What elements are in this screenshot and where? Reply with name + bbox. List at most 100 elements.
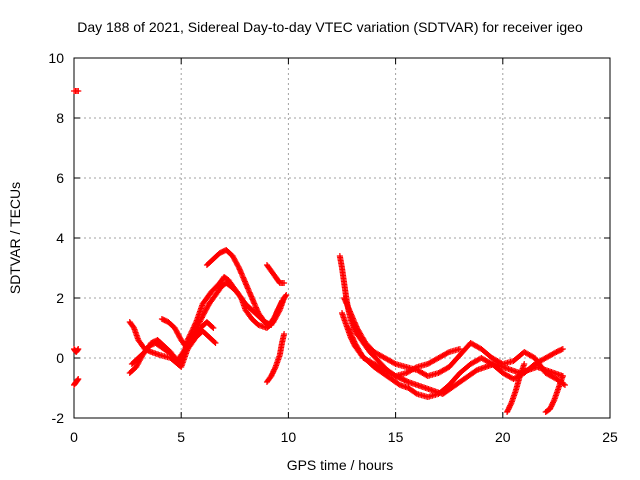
y-tick-label: 8: [56, 110, 64, 126]
data-point: [242, 307, 255, 321]
data-point: [221, 274, 231, 283]
data-point: [184, 338, 197, 352]
data-point: [274, 277, 283, 285]
data-point: [171, 325, 184, 342]
data-point: [281, 280, 288, 286]
data-point: [71, 381, 78, 388]
data-point: [347, 310, 360, 330]
data-point: [448, 379, 462, 391]
data-point: [478, 355, 494, 367]
data-point: [446, 353, 462, 370]
data-point: [371, 349, 387, 361]
series-seg-b: [71, 346, 82, 355]
data-point: [75, 88, 82, 94]
data-point: [212, 284, 225, 298]
data-point: [521, 361, 528, 367]
data-point: [206, 334, 218, 345]
data-point: [542, 370, 559, 382]
data-point: [210, 251, 222, 262]
data-point: [268, 308, 281, 328]
data-point: [161, 343, 173, 354]
data-point: [478, 346, 494, 360]
data-point: [281, 331, 288, 337]
y-tick-label: 2: [56, 290, 64, 306]
data-point: [388, 376, 402, 388]
data-point: [191, 314, 205, 337]
series-seg-m: [341, 295, 568, 388]
data-point: [141, 341, 154, 355]
data-point: [349, 322, 360, 336]
data-point: [465, 367, 479, 379]
series-seg-g: [158, 316, 217, 352]
data-point: [360, 355, 376, 367]
axis-ticks: 0 5 10 15 20 25 -2 0 2 4 6 8 10: [48, 50, 618, 445]
data-point: [72, 379, 79, 387]
data-point: [75, 376, 82, 382]
data-point: [73, 348, 80, 355]
data-point: [229, 253, 242, 270]
data-point: [272, 353, 283, 370]
y-tick-label: 4: [56, 230, 64, 246]
data-point: [263, 374, 274, 385]
data-point: [546, 398, 557, 412]
data-point: [199, 328, 211, 339]
data-point: [276, 341, 285, 358]
data-point: [212, 340, 219, 346]
series-seg-p: [542, 373, 566, 415]
data-point: [512, 374, 523, 394]
data-point: [248, 295, 261, 315]
data-point: [435, 364, 451, 376]
data-point: [274, 296, 287, 313]
data-point: [446, 371, 462, 388]
data-point: [210, 325, 217, 331]
data-point: [354, 325, 368, 345]
data-point: [73, 378, 80, 385]
data-point: [336, 253, 345, 270]
data-point: [504, 401, 514, 415]
x-tick-label: 0: [70, 429, 78, 445]
data-point: [366, 349, 381, 363]
data-point: [456, 362, 473, 376]
data-point: [225, 277, 237, 291]
x-tick-label: 25: [602, 429, 618, 445]
data-point: [223, 247, 235, 258]
data-point: [268, 268, 278, 279]
data-point: [193, 302, 206, 325]
data-point: [126, 319, 137, 330]
data-point: [128, 356, 141, 367]
data-point: [268, 365, 278, 379]
data-point: [283, 292, 290, 298]
data-point: [351, 340, 366, 360]
data-point: [203, 257, 216, 268]
data-point: [403, 364, 419, 376]
data-point: [489, 361, 505, 375]
x-tick-label: 15: [388, 429, 404, 445]
chart-title: Day 188 of 2021, Sidereal Day-to-day VTE…: [77, 19, 583, 35]
data-point: [242, 280, 255, 300]
data-point: [75, 346, 82, 352]
data-point: [74, 346, 81, 354]
data-point: [126, 365, 139, 376]
data-point: [199, 290, 214, 307]
y-tick-label: 10: [48, 50, 64, 66]
data-point: [542, 349, 559, 361]
data-point: [206, 293, 218, 307]
data-point: [456, 341, 473, 358]
data-point: [255, 310, 267, 324]
data-point: [165, 319, 177, 330]
series-seg-c: [71, 376, 82, 388]
x-tick-label: 5: [177, 429, 185, 445]
data-point: [405, 385, 419, 397]
data-point: [379, 370, 394, 382]
data-point: [154, 337, 166, 348]
y-tick-label: -2: [52, 410, 65, 426]
series-seg-o: [504, 361, 528, 415]
data-point: [435, 349, 451, 361]
series-seg-i: [263, 262, 288, 286]
data-point: [208, 281, 222, 295]
y-axis-label: SDTVAR / TECUs: [7, 182, 23, 294]
series-seg-k: [336, 253, 566, 397]
data-point: [371, 361, 387, 373]
series-seg-n: [345, 325, 463, 379]
